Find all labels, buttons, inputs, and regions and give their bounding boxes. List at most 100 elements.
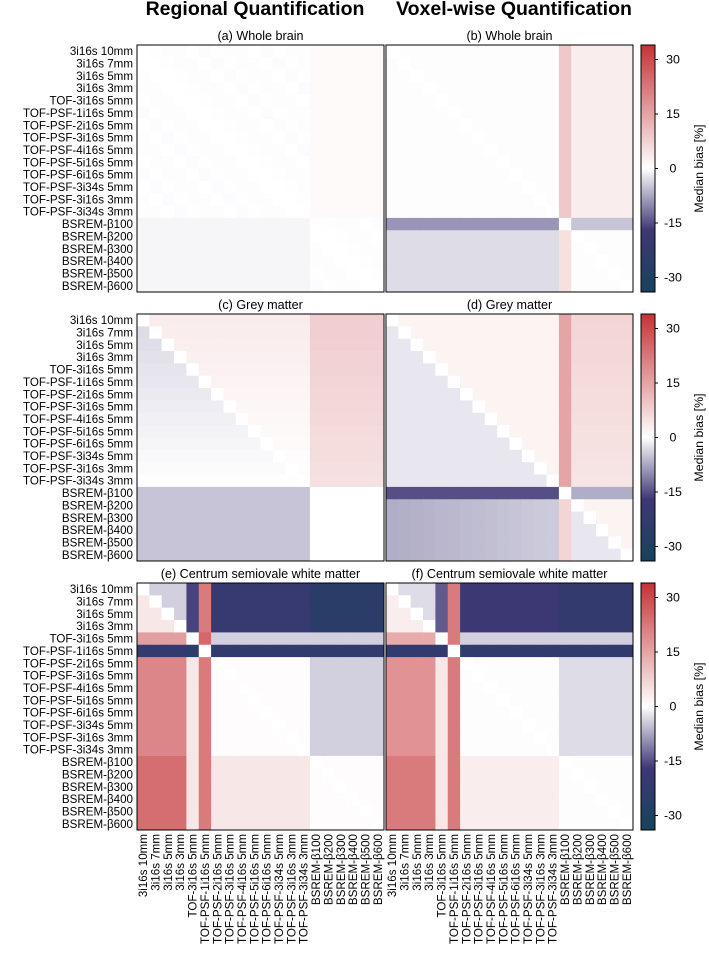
heatmap-cell [558, 242, 572, 256]
heatmap-cell [297, 242, 311, 256]
heatmap-cell [595, 205, 609, 219]
heatmap-cell [260, 595, 274, 609]
heatmap-cell [571, 644, 584, 658]
heatmap-cell [297, 780, 311, 794]
heatmap-cell [386, 474, 399, 488]
heatmap-cell [447, 388, 461, 401]
heatmap-cell [371, 57, 385, 71]
heatmap-cell [620, 193, 634, 206]
heatmap-cell [608, 548, 622, 562]
heatmap-cell [595, 180, 609, 194]
heatmap-cell [161, 523, 175, 537]
heatmap-cell [571, 607, 584, 621]
heatmap-cell [297, 131, 311, 145]
heatmap-cell [595, 363, 609, 377]
heatmap-cell [334, 548, 348, 562]
heatmap-cell [235, 217, 249, 231]
heatmap-cell [309, 620, 323, 633]
heatmap-cell [386, 669, 399, 683]
heatmap-cell [398, 267, 412, 281]
heatmap-cell [583, 523, 597, 537]
heatmap-cell [497, 607, 510, 621]
heatmap-cell [497, 644, 510, 658]
heatmap-cell [248, 205, 261, 219]
heatmap-cell [198, 780, 212, 794]
heatmap-cell [571, 69, 584, 83]
heatmap-cell [398, 644, 412, 658]
heatmap-cell [285, 254, 298, 268]
heatmap-cell [595, 743, 609, 757]
heatmap-cell [346, 743, 360, 757]
col-tick-label: TOF-PSF-3i16s 3mm [285, 834, 298, 944]
heatmap-cell [521, 511, 535, 525]
heatmap-cell [161, 743, 175, 757]
heatmap-cell [521, 632, 535, 646]
heatmap-cell [398, 486, 412, 500]
heatmap-cell [472, 499, 486, 512]
heatmap-cell [435, 583, 449, 596]
heatmap-cell [571, 45, 584, 58]
heatmap-cell [484, 437, 498, 451]
heatmap-cell [334, 792, 348, 806]
heatmap-cell [608, 69, 622, 83]
heatmap-cell [608, 326, 622, 340]
heatmap-cell [620, 607, 634, 621]
heatmap-cell [386, 82, 399, 95]
heatmap-cell [583, 644, 597, 658]
heatmap-cell [534, 69, 547, 83]
heatmap-cell [546, 230, 560, 243]
heatmap-cell [346, 351, 360, 364]
heatmap-cell [248, 768, 261, 781]
heatmap-cell [608, 156, 622, 169]
heatmap-cell [223, 462, 237, 475]
heatmap-cell [285, 363, 298, 377]
heatmap-cell [595, 400, 609, 414]
heatmap-cell [472, 425, 486, 438]
heatmap-cell [174, 94, 187, 108]
heatmap-cell [534, 681, 547, 695]
heatmap-cell [137, 412, 150, 426]
heatmap-cell [285, 412, 298, 426]
heatmap-cell [186, 548, 200, 562]
heatmap-cell [211, 400, 224, 414]
heatmap-cell [346, 375, 360, 389]
heatmap-cell [558, 388, 572, 401]
heatmap-cell [546, 792, 560, 806]
heatmap-cell [149, 168, 163, 182]
heatmap-cell [161, 400, 175, 414]
heatmap-cell [521, 119, 535, 132]
heatmap-cell [410, 792, 424, 806]
heatmap-cell [410, 449, 424, 463]
heatmap-cell [410, 106, 424, 120]
heatmap-cell [186, 669, 200, 683]
heatmap-cell [472, 817, 486, 831]
heatmap-cell [558, 595, 572, 609]
heatmap-cell [186, 242, 200, 256]
heatmap-cell [186, 681, 200, 695]
heatmap-cell [248, 449, 261, 463]
heatmap-cell [534, 193, 547, 206]
heatmap-cell [546, 644, 560, 658]
heatmap-cell [137, 474, 150, 488]
heatmap-cell [235, 242, 249, 256]
heatmap-cell [546, 254, 560, 268]
heatmap-cell [484, 731, 498, 744]
heatmap-cell [297, 583, 311, 596]
heatmap-cell [509, 412, 523, 426]
heatmap-cell [398, 338, 412, 352]
heatmap-cell [509, 620, 523, 633]
heatmap-cell [285, 69, 298, 83]
heatmap-cell [334, 644, 348, 658]
heatmap-cell [248, 657, 261, 670]
heatmap-cell [359, 254, 373, 268]
heatmap-cell [334, 106, 348, 120]
heatmap-cell [223, 388, 237, 401]
heatmap-cell [558, 143, 572, 157]
heatmap-cell [534, 523, 547, 537]
heatmap-cell [423, 230, 436, 243]
heatmap-cell [398, 82, 412, 95]
heatmap-cell [161, 254, 175, 268]
heatmap-cell [285, 743, 298, 757]
heatmap-cell [546, 548, 560, 562]
heatmap-cell [149, 400, 163, 414]
